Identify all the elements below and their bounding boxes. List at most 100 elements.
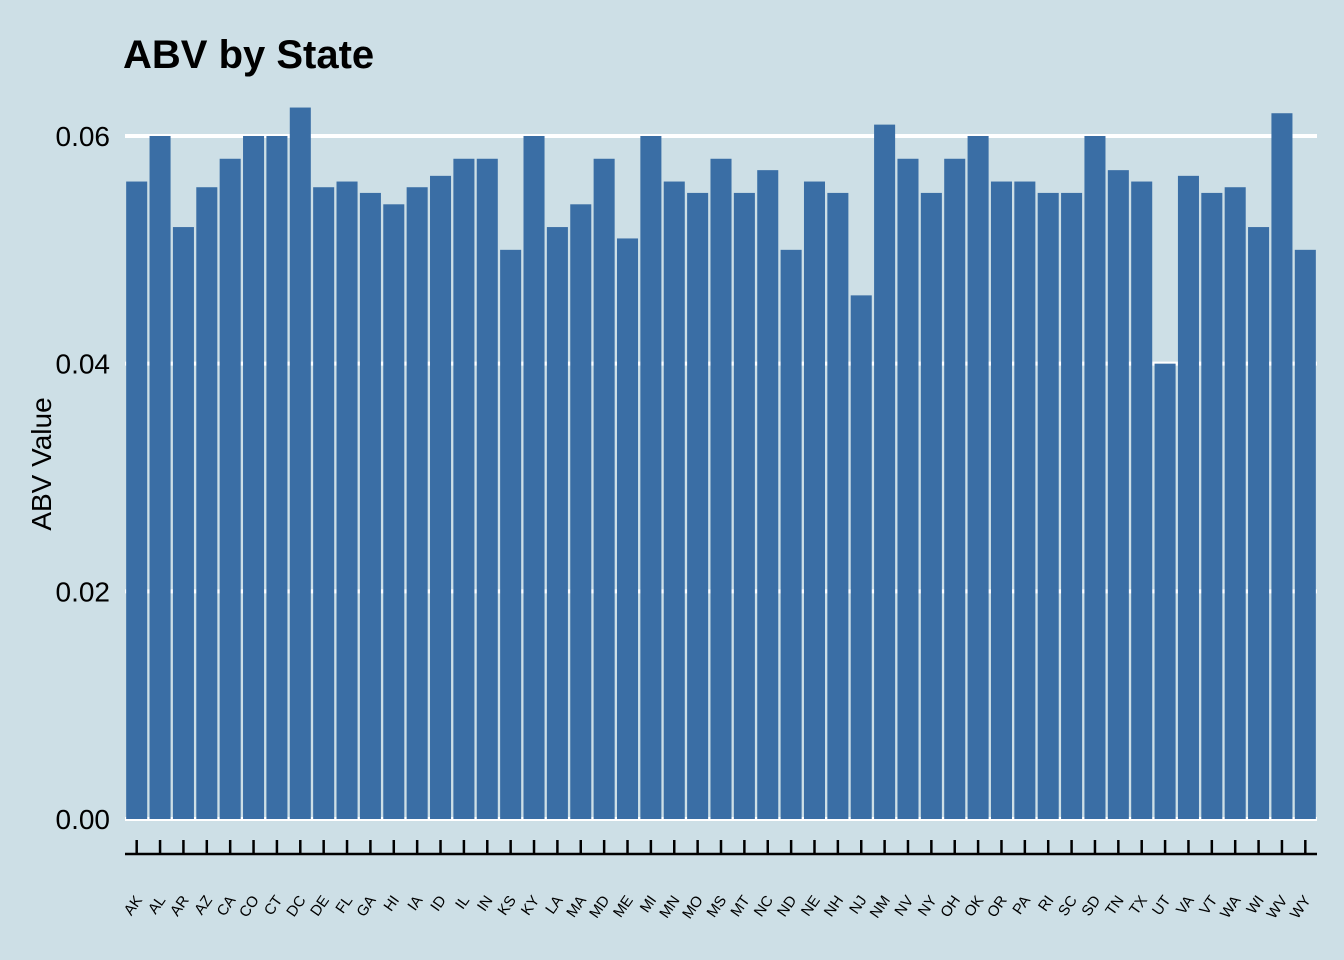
x-tick-label: MA	[563, 893, 590, 921]
x-tick-label: AR	[167, 892, 193, 919]
x-tick-label: TN	[1102, 893, 1127, 919]
x-tick-label: KS	[495, 893, 520, 919]
x-tick-label: FL	[332, 893, 356, 917]
bar-ms	[710, 158, 732, 819]
bars	[126, 107, 1316, 820]
bar-nv	[897, 158, 919, 819]
y-tick-label: 0.02	[56, 576, 111, 607]
x-tick-label: MO	[679, 893, 707, 923]
bar-or	[990, 181, 1012, 820]
y-tick-label: 0.06	[56, 121, 111, 152]
x-tick-label: CA	[214, 893, 240, 920]
x-tick-label: WA	[1217, 893, 1244, 922]
y-axis-title: ABV Value	[26, 397, 57, 530]
bar-ok	[967, 136, 989, 819]
bar-mo	[687, 192, 709, 819]
x-tick-label: VA	[1173, 893, 1198, 918]
bar-me	[616, 238, 639, 819]
x-tick-label: NE	[798, 893, 824, 920]
bar-nm	[874, 124, 896, 819]
bar-co	[243, 136, 265, 819]
x-tick-label: VT	[1196, 893, 1221, 918]
x-tick-label: SD	[1078, 892, 1104, 919]
x-tick-label: IN	[474, 893, 497, 915]
x-tick-label: NY	[915, 893, 941, 920]
bar-nc	[757, 170, 779, 819]
bar-fl	[336, 181, 358, 820]
bar-ny	[920, 192, 942, 819]
x-tick-label: NC	[751, 892, 777, 920]
bar-il	[453, 158, 475, 819]
y-axis-ticks: 0.00 0.02 0.04 0.06	[56, 121, 111, 835]
x-tick-label: WV	[1263, 893, 1291, 923]
x-tick-label: UT	[1149, 893, 1174, 919]
bar-sc	[1061, 192, 1083, 819]
x-tick-label: KY	[518, 893, 543, 919]
bar-ky	[523, 136, 545, 819]
x-tick-label: ND	[774, 892, 800, 920]
x-tick-label: MN	[656, 893, 683, 922]
x-tick-label: CO	[236, 893, 263, 921]
bar-wy	[1294, 249, 1316, 820]
x-tick-label: SC	[1055, 892, 1081, 919]
y-tick-label: 0.00	[56, 804, 111, 835]
x-tick-label: IL	[452, 893, 473, 913]
bar-nh	[827, 192, 849, 819]
bar-md	[593, 158, 615, 819]
bar-ma	[570, 204, 592, 820]
bar-ak	[126, 181, 148, 820]
bar-sd	[1084, 136, 1106, 819]
x-tick-label: LA	[542, 893, 566, 918]
bar-la	[546, 227, 568, 820]
bar-va	[1177, 175, 1199, 819]
bar-wv	[1271, 113, 1293, 819]
bar-de	[313, 187, 335, 820]
x-tick-label: NM	[867, 893, 894, 922]
bar-pa	[1014, 181, 1036, 820]
bar-nd	[780, 249, 802, 820]
bar-id	[430, 175, 452, 819]
bar-tx	[1131, 181, 1153, 820]
x-tick-label: DE	[307, 893, 333, 920]
x-tick-label: MD	[586, 892, 613, 921]
x-tick-label: OK	[961, 893, 987, 921]
x-tick-label: TX	[1126, 893, 1151, 918]
x-tick-label: DC	[283, 892, 309, 920]
bar-wa	[1224, 187, 1246, 820]
bar-hi	[383, 204, 405, 820]
bar-ca	[219, 158, 241, 819]
y-tick-label: 0.04	[56, 349, 111, 380]
bar-mt	[733, 192, 755, 819]
chart-title: ABV by State	[123, 33, 374, 77]
bar-mn	[663, 181, 685, 820]
x-tick-label: MI	[637, 893, 660, 916]
bar-ut	[1154, 363, 1176, 819]
bar-vt	[1201, 192, 1223, 819]
x-tick-label: ID	[427, 892, 450, 914]
bar-ct	[266, 136, 288, 819]
bar-ri	[1037, 192, 1059, 819]
x-tick-label: CT	[261, 893, 286, 919]
bar-ia	[406, 187, 428, 820]
x-tick-label: AK	[121, 893, 146, 919]
x-tick-label: NH	[821, 893, 847, 921]
x-tick-label: MS	[703, 893, 730, 921]
bar-ks	[500, 249, 522, 820]
x-tick-label: ME	[610, 893, 637, 921]
x-tick-label: GA	[353, 893, 379, 921]
bar-tn	[1107, 170, 1129, 819]
x-tick-label: MT	[727, 893, 753, 921]
x-tick-label: IA	[404, 893, 426, 914]
x-tick-label: AL	[145, 893, 169, 918]
x-tick-label: HI	[381, 893, 404, 915]
x-tick-label: OR	[984, 892, 1011, 920]
x-tick-label: AZ	[191, 893, 216, 918]
bar-ar	[172, 227, 194, 820]
x-tick-label: OH	[937, 893, 964, 921]
bar-nj	[850, 295, 872, 819]
bar-az	[196, 187, 218, 820]
x-tick-label: PA	[1009, 893, 1034, 918]
